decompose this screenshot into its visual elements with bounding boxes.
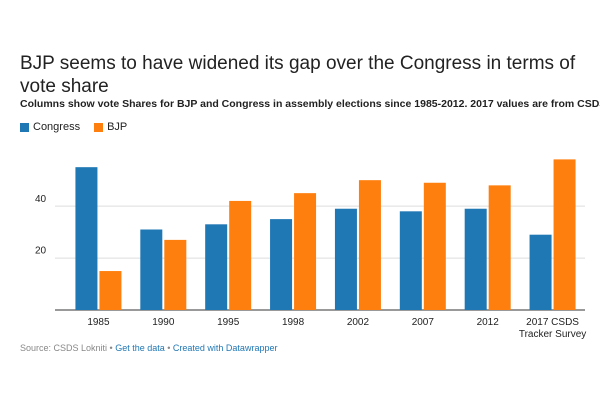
legend-swatch [20,122,29,132]
bar [205,224,228,310]
bar [99,271,122,310]
x-tick-label: 2017 CSDS Tracker Survey [518,317,587,340]
x-tick-label: 1985 [87,317,110,328]
bar [488,185,511,310]
bar [423,182,446,310]
legend-label: Congress [33,121,81,133]
x-tick-label: 1998 [281,317,305,328]
footer: Source: CSDS Lokniti • Get the data • Cr… [20,343,278,353]
legend-label: BJP [107,121,128,133]
legend-item: Congress [20,121,80,133]
chart-title: BJP seems to have widened its gap over t… [20,53,576,97]
bar [140,229,163,310]
bar [529,234,552,310]
legend-swatch [94,122,104,132]
y-tick-label: 20 [35,246,47,257]
bar [399,211,422,310]
x-tick-label: 1995 [217,317,240,328]
bar [334,208,357,310]
x-tick-label: 2012 [476,317,499,328]
x-tick-label: 1990 [152,317,175,328]
bar [270,219,293,310]
bar [358,180,381,310]
bar [294,193,317,310]
get-data-link[interactable]: Get the data [115,343,165,353]
source: Source: CSDS Lokniti [20,343,108,353]
datawrapper-link[interactable]: Created with Datawrapper [172,343,278,353]
x-tick-label: 2002 [346,317,370,328]
chart-subtitle: Columns show vote Shares for BJP and Con… [20,98,600,110]
bar [229,200,252,310]
bar [164,239,187,310]
bar [553,159,576,310]
y-tick-label: 40 [35,194,47,205]
bar [75,167,98,310]
legend-item: BJP [94,121,127,133]
bar [464,208,487,310]
legend: Congress BJP [20,121,127,133]
x-tick-label: 2007 [411,317,434,328]
